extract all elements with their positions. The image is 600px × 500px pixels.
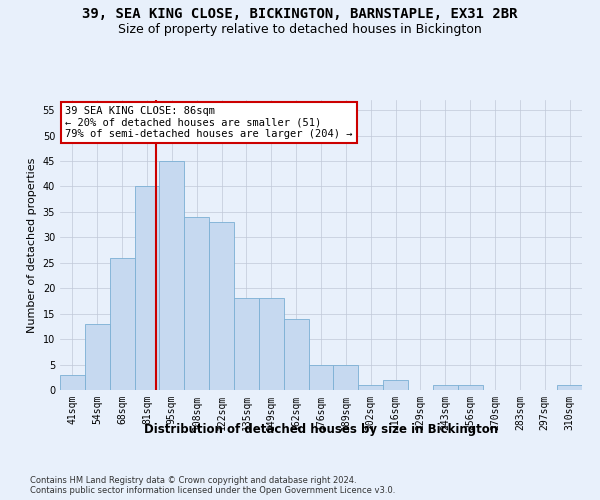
Text: Size of property relative to detached houses in Bickington: Size of property relative to detached ho…	[118, 22, 482, 36]
Bar	[358, 385, 383, 390]
Text: Contains HM Land Registry data © Crown copyright and database right 2024.
Contai: Contains HM Land Registry data © Crown c…	[30, 476, 395, 495]
Bar	[234, 298, 259, 390]
Text: Distribution of detached houses by size in Bickington: Distribution of detached houses by size …	[144, 422, 498, 436]
Bar	[209, 222, 234, 390]
Text: 39 SEA KING CLOSE: 86sqm
← 20% of detached houses are smaller (51)
79% of semi-d: 39 SEA KING CLOSE: 86sqm ← 20% of detach…	[65, 106, 353, 139]
Bar	[383, 380, 408, 390]
Bar	[433, 385, 458, 390]
Bar	[134, 186, 160, 390]
Bar	[110, 258, 134, 390]
Text: 39, SEA KING CLOSE, BICKINGTON, BARNSTAPLE, EX31 2BR: 39, SEA KING CLOSE, BICKINGTON, BARNSTAP…	[82, 8, 518, 22]
Bar	[458, 385, 482, 390]
Bar	[160, 161, 184, 390]
Bar	[308, 364, 334, 390]
Y-axis label: Number of detached properties: Number of detached properties	[27, 158, 37, 332]
Bar	[85, 324, 110, 390]
Bar	[557, 385, 582, 390]
Bar	[184, 217, 209, 390]
Bar	[334, 364, 358, 390]
Bar	[259, 298, 284, 390]
Bar	[60, 374, 85, 390]
Bar	[284, 319, 308, 390]
